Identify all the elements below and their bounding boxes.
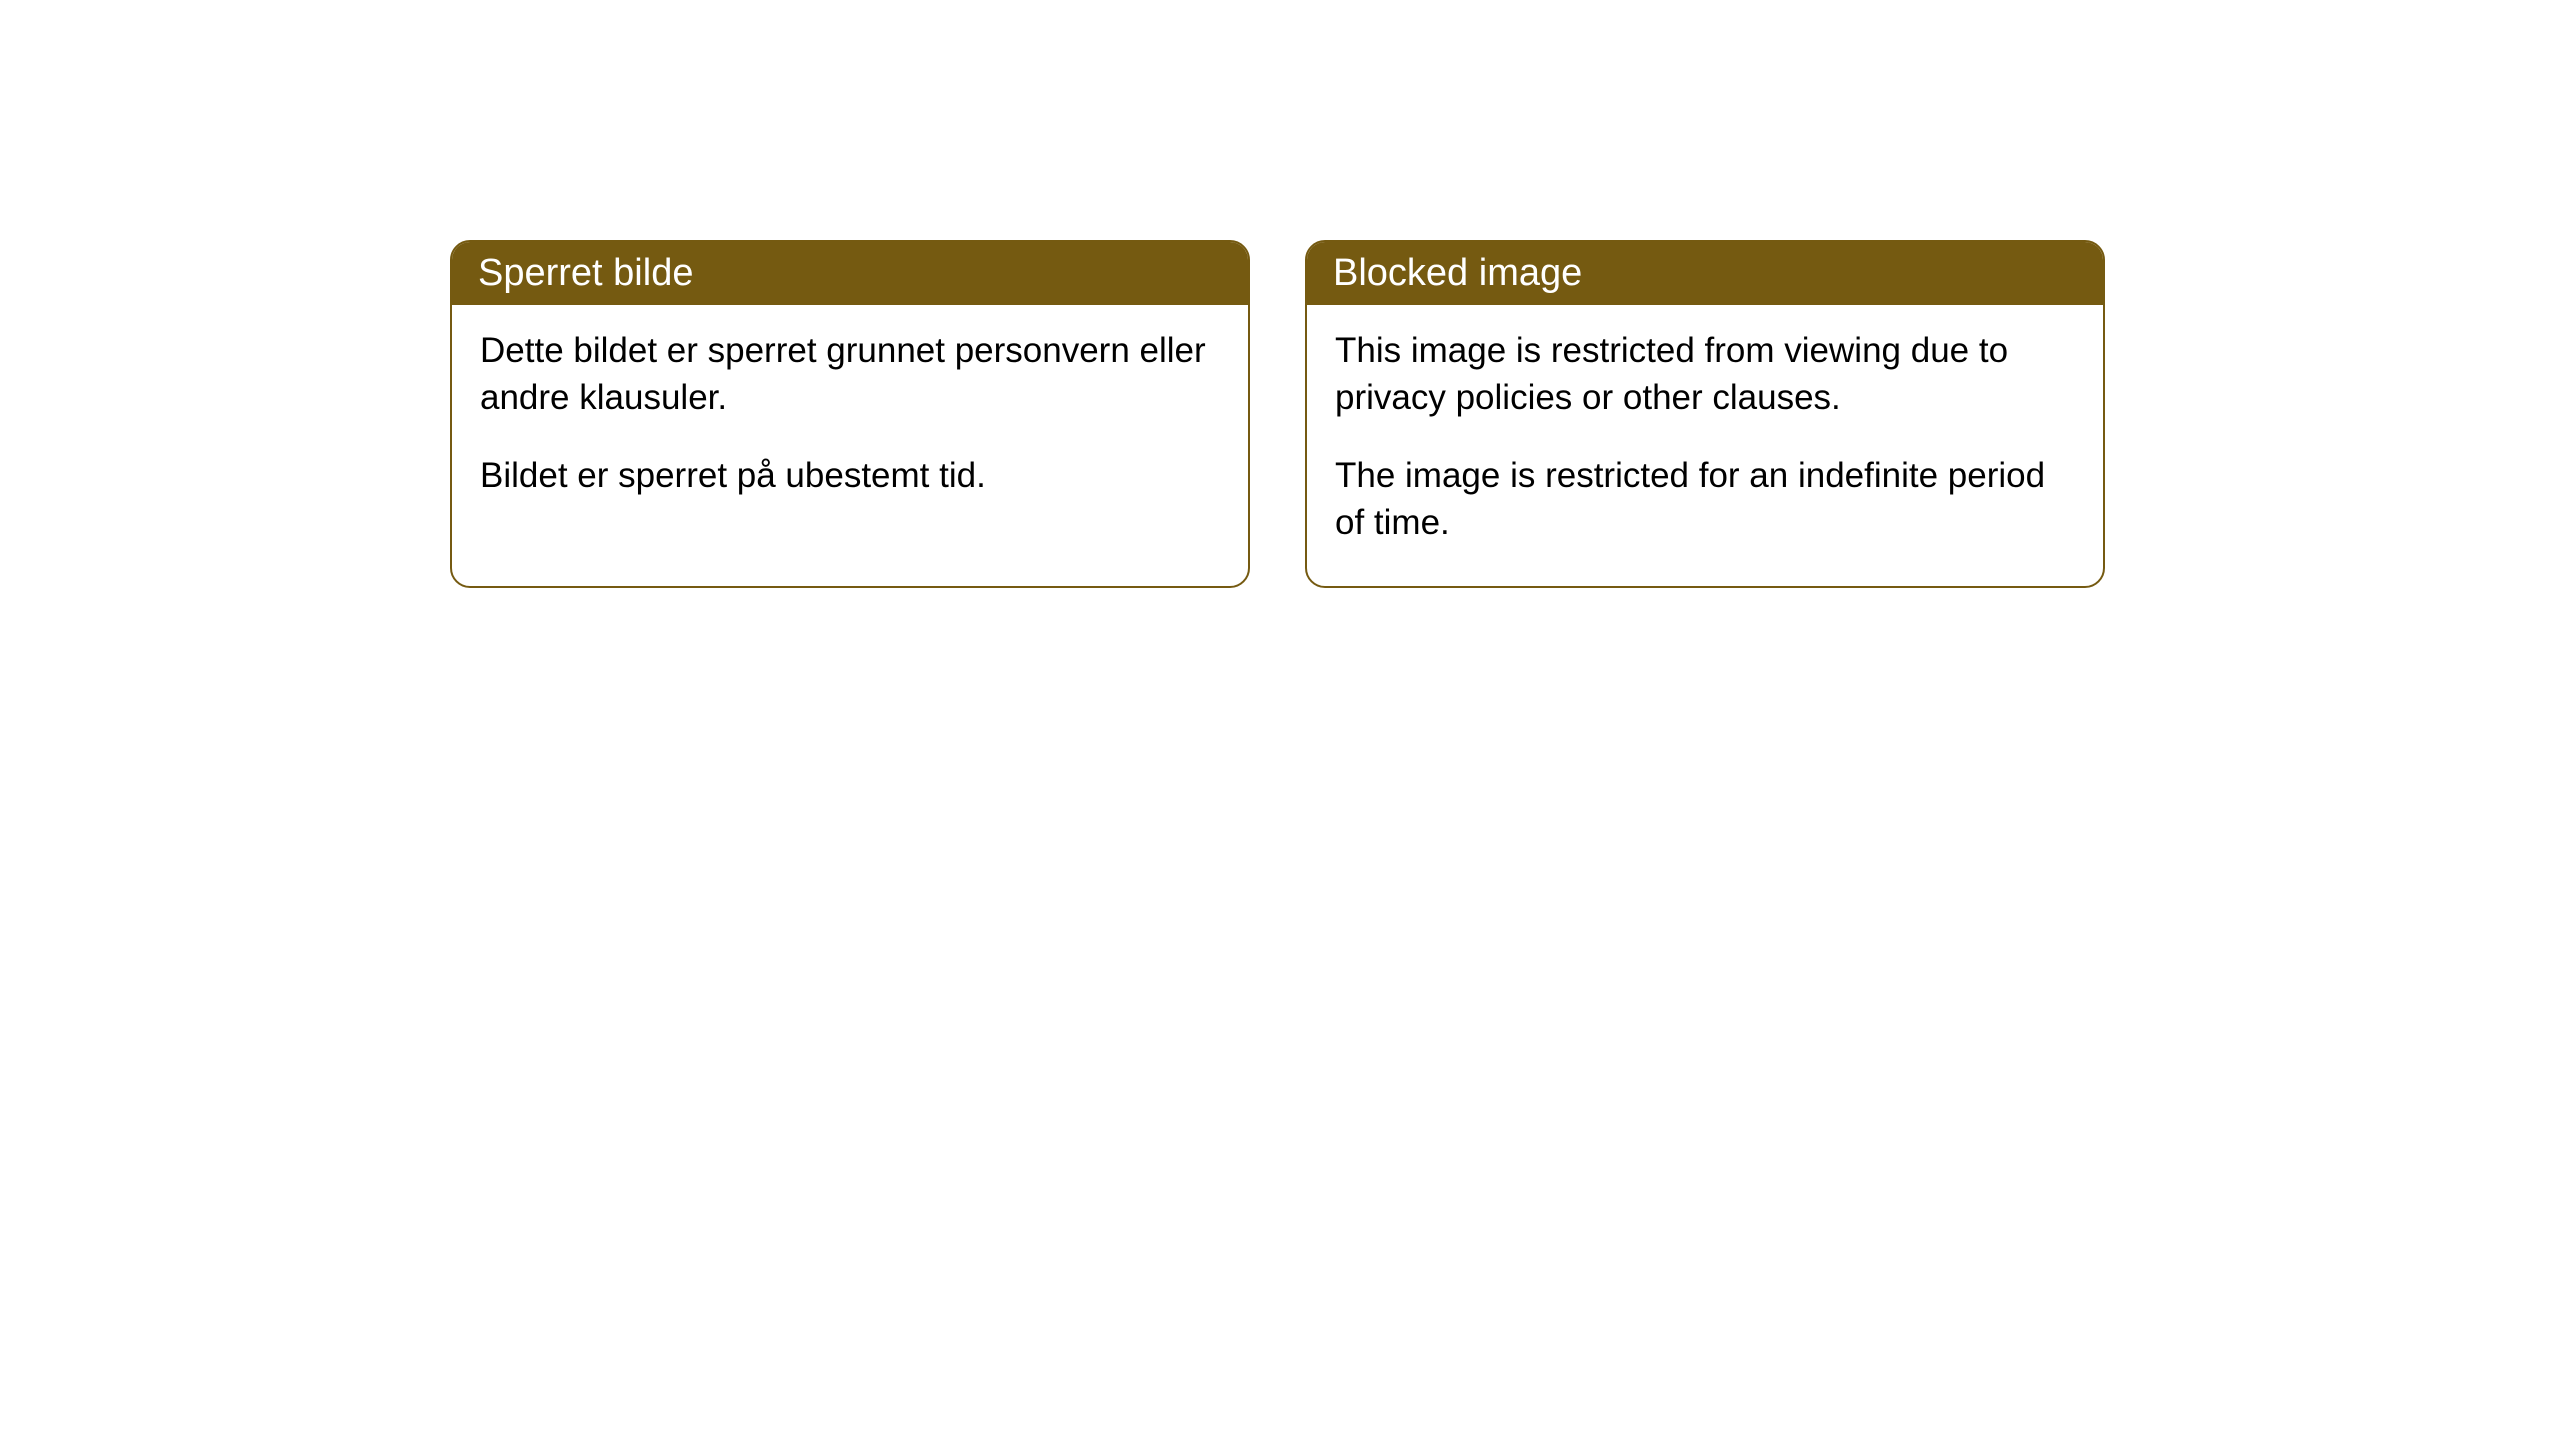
blocked-image-card-no: Sperret bilde Dette bildet er sperret gr…: [450, 240, 1250, 588]
blocked-image-card-en: Blocked image This image is restricted f…: [1305, 240, 2105, 588]
card-paragraph-1-en: This image is restricted from viewing du…: [1335, 327, 2075, 422]
card-paragraph-1-no: Dette bildet er sperret grunnet personve…: [480, 327, 1220, 422]
card-header-en: Blocked image: [1307, 242, 2103, 305]
card-body-en: This image is restricted from viewing du…: [1307, 305, 2103, 586]
card-header-no: Sperret bilde: [452, 242, 1248, 305]
card-body-no: Dette bildet er sperret grunnet personve…: [452, 305, 1248, 539]
card-paragraph-2-en: The image is restricted for an indefinit…: [1335, 452, 2075, 547]
cards-container: Sperret bilde Dette bildet er sperret gr…: [450, 240, 2105, 588]
card-paragraph-2-no: Bildet er sperret på ubestemt tid.: [480, 452, 1220, 499]
